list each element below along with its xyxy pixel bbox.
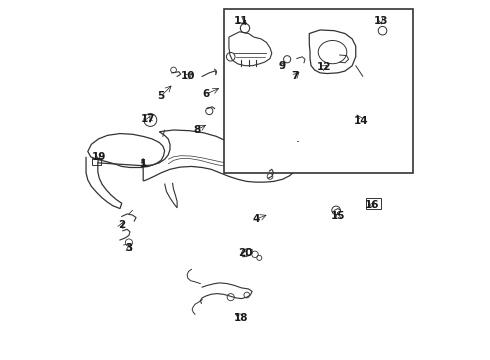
- Text: 6: 6: [202, 89, 209, 99]
- Text: 3: 3: [125, 243, 132, 253]
- Text: 12: 12: [317, 63, 331, 72]
- Bar: [92, 158, 101, 165]
- Text: 8: 8: [193, 125, 200, 135]
- Text: 9: 9: [279, 61, 286, 71]
- Text: 2: 2: [118, 220, 125, 230]
- Text: 14: 14: [354, 116, 368, 126]
- Text: 17: 17: [141, 114, 156, 124]
- Text: 16: 16: [365, 200, 379, 210]
- Text: 15: 15: [331, 211, 345, 221]
- Text: 10: 10: [181, 71, 195, 81]
- Text: 7: 7: [292, 71, 299, 81]
- Text: 20: 20: [238, 248, 252, 258]
- Text: 4: 4: [252, 214, 259, 224]
- Text: 1: 1: [140, 159, 147, 169]
- Text: 19: 19: [91, 152, 106, 162]
- Text: 18: 18: [234, 312, 249, 323]
- Text: 5: 5: [157, 91, 165, 101]
- Text: 13: 13: [373, 16, 388, 26]
- Bar: [223, 9, 413, 173]
- Text: 11: 11: [234, 16, 249, 26]
